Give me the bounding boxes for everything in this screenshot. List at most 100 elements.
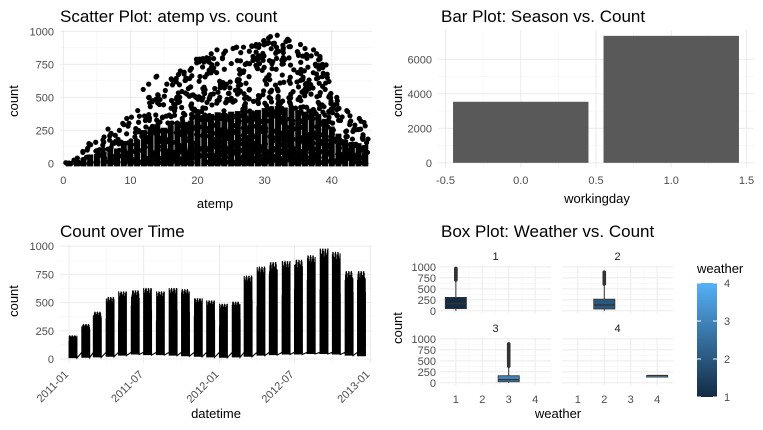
bar-x-tick-label: 1.5 [739, 175, 754, 187]
scatter-point [111, 140, 118, 146]
scatter-point [274, 32, 280, 38]
box-weather-1 [444, 297, 467, 310]
scatter-point [313, 63, 319, 69]
scatter-point [304, 104, 310, 110]
scatter-point [343, 129, 349, 135]
bar-x-tick-label: 1.0 [664, 175, 679, 187]
scatter-point [160, 102, 167, 108]
scatter-title: Scatter Plot: atemp vs. count [60, 7, 278, 26]
scatter-point [286, 78, 292, 84]
scatter-point [273, 55, 280, 62]
scatter-point [273, 66, 279, 72]
scatter-point [208, 65, 214, 71]
scatter-point [290, 89, 296, 95]
scatter-point [352, 122, 358, 128]
timeseries-y-tick-label: 1000 [30, 241, 54, 253]
boxplot-x-tick-label: 2 [479, 394, 485, 406]
scatter-point [274, 86, 280, 92]
scatter-point [263, 81, 270, 87]
scatter-point [260, 92, 266, 98]
scatter-point [288, 103, 294, 109]
scatter-point [161, 93, 167, 99]
scatter-point [100, 142, 106, 148]
scatter-point [253, 49, 259, 55]
scatter-x-tick-label: 10 [124, 175, 136, 187]
scatter-point [273, 44, 280, 50]
scatter-point [197, 73, 203, 80]
scatter-point-cluster [362, 144, 369, 167]
scatter-point-cluster [315, 114, 322, 167]
scatter-point [142, 117, 148, 124]
scatter-point [326, 114, 332, 120]
scatter-point [108, 130, 114, 136]
scatter-point [80, 149, 86, 155]
scatter-point [306, 86, 312, 92]
scatter-point [241, 102, 248, 109]
scatter-point [316, 105, 323, 112]
scatter-point [360, 132, 366, 138]
scatter-point [347, 119, 353, 125]
weather-legend: weather 1 2 3 4 [696, 261, 744, 404]
scatter-point [280, 61, 286, 67]
bar-title: Bar Plot: Season vs. Count [441, 7, 645, 26]
scatter-point [297, 69, 303, 75]
scatter-point-cluster [161, 127, 167, 167]
facet-strip-label: 4 [614, 323, 620, 335]
scatter-point-cluster [114, 148, 121, 167]
timeseries-y-tick-label: 250 [36, 326, 54, 338]
scatter-point [246, 61, 253, 67]
scatter-point [140, 86, 146, 93]
scatter-point [287, 62, 294, 68]
scatter-point [159, 115, 165, 121]
scatter-point [126, 120, 132, 126]
timeseries-y-tick-label: 750 [36, 269, 54, 281]
boxplot-y-tick-label: 500 [418, 356, 436, 368]
bar-workingday-0 [453, 101, 589, 163]
scatter-point-cluster [140, 130, 147, 167]
scatter-point [242, 95, 248, 102]
scatter-point [154, 100, 161, 106]
boxplot-y-tick-label: 0 [430, 378, 436, 390]
scatter-point [193, 94, 199, 101]
scatter-point [298, 59, 304, 65]
scatter-point [215, 89, 221, 95]
scatter-point [147, 104, 153, 110]
scatter-point [164, 81, 170, 87]
scatter-point [336, 105, 342, 111]
scatter-y-tick-label: 1000 [30, 26, 54, 38]
scatter-point [345, 109, 351, 115]
boxplot-y-tick-label: 1000 [412, 262, 436, 274]
scatter-point [339, 114, 345, 120]
scatter-point [199, 64, 206, 70]
scatter-point [153, 112, 159, 118]
scatter-point [246, 48, 252, 54]
scatter-point [199, 97, 205, 103]
scatter-point-cluster [73, 161, 80, 167]
scatter-point [281, 79, 287, 85]
boxplot-y-tick-label: 250 [418, 367, 436, 379]
scatter-point [112, 132, 118, 138]
scatter-point [214, 47, 220, 53]
scatter-point-cluster [348, 141, 355, 167]
scatter-x-tick-label: 40 [326, 175, 338, 187]
scatter-point [162, 87, 168, 94]
scatter-point [176, 98, 182, 104]
boxplot-x-tick-label: 3 [628, 394, 634, 406]
scatter-point [286, 55, 292, 61]
boxplot-x-tick-label: 3 [506, 394, 512, 406]
scatter-point [124, 131, 130, 137]
scatter-point [182, 112, 188, 118]
scatter-point [171, 108, 178, 114]
scatter-point [226, 90, 232, 96]
scatter-point [326, 119, 332, 125]
scatter-point [175, 71, 182, 78]
scatter-point [214, 70, 220, 76]
scatter-point [234, 78, 240, 84]
scatter-point [241, 91, 247, 97]
scatter-point [93, 148, 99, 154]
scatter-point [302, 93, 308, 99]
facet-panel-4: 4 1 2 3 4 [562, 323, 673, 406]
scatter-point-cluster [281, 107, 288, 167]
scatter-point [155, 92, 161, 99]
